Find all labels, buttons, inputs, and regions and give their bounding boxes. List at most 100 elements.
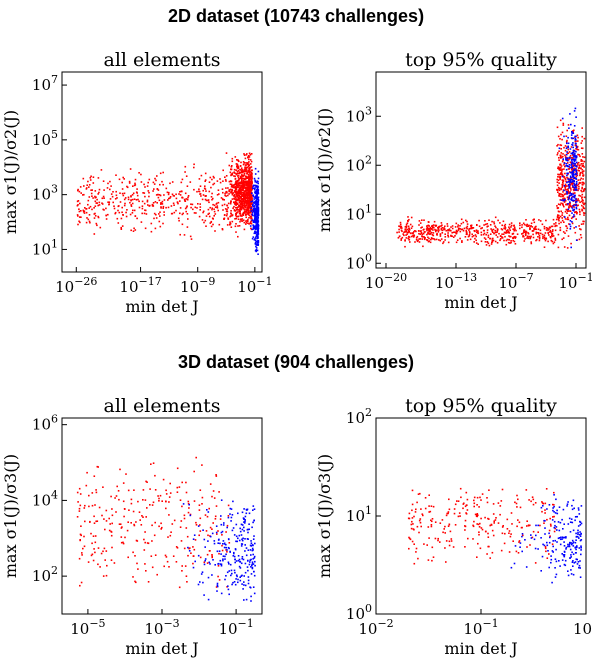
point-red [529, 524, 531, 527]
point-red [488, 518, 490, 520]
point-red [199, 209, 201, 211]
point-blue [227, 561, 230, 564]
point-red [128, 509, 130, 511]
point-red [522, 235, 524, 238]
point-red [147, 181, 149, 184]
point-blue [572, 195, 574, 198]
point-red [218, 193, 220, 195]
point-red [561, 219, 564, 222]
point-red [109, 180, 111, 183]
point-red [226, 224, 229, 226]
point-red [492, 239, 495, 242]
point-red [86, 471, 88, 474]
point-red [241, 204, 244, 206]
point-red [516, 506, 518, 508]
point-blue [567, 172, 569, 175]
point-red [185, 481, 187, 484]
point-red [487, 242, 490, 245]
point-red [130, 205, 133, 207]
point-red [422, 232, 425, 235]
point-red [487, 517, 489, 520]
point-red [471, 235, 474, 238]
point-red [248, 192, 250, 195]
point-blue [211, 574, 213, 576]
point-red [580, 159, 583, 161]
point-red [581, 209, 583, 212]
point-red [571, 195, 574, 198]
y-axis-label: max σ1(J)/σ3(J) [315, 454, 334, 578]
point-blue [235, 523, 238, 526]
point-red [479, 547, 482, 550]
point-red [91, 504, 94, 507]
point-blue [573, 155, 576, 157]
point-blue [564, 198, 566, 201]
point-blue [554, 524, 556, 527]
point-red [583, 188, 586, 190]
point-red [564, 183, 567, 186]
point-red [447, 512, 449, 515]
point-blue [521, 550, 523, 553]
point-red [582, 178, 584, 180]
point-red [558, 176, 561, 178]
point-red [250, 175, 253, 178]
point-red [576, 148, 578, 151]
point-red [448, 498, 450, 501]
x-tick-label: 10−7 [498, 271, 533, 292]
point-red [560, 210, 562, 213]
point-red [437, 231, 440, 233]
point-blue [513, 562, 516, 565]
point-red [175, 209, 177, 212]
point-red [237, 225, 239, 227]
point-red [508, 238, 510, 241]
point-red [89, 221, 91, 224]
point-red [242, 195, 245, 197]
point-blue [228, 593, 230, 596]
point-red [243, 208, 246, 211]
point-red [238, 184, 240, 187]
point-red [430, 525, 433, 528]
point-red [248, 158, 250, 161]
point-red [245, 176, 248, 178]
point-red [562, 183, 564, 185]
point-red [137, 568, 139, 570]
point-red [240, 175, 242, 178]
point-red [83, 507, 86, 509]
point-red [506, 518, 509, 521]
point-red [572, 186, 574, 188]
point-red [407, 237, 409, 240]
point-blue [255, 211, 258, 213]
point-red [583, 220, 585, 223]
point-red [566, 247, 569, 249]
point-red [398, 231, 400, 233]
point-red [539, 229, 542, 232]
point-red [248, 214, 250, 216]
point-red [418, 238, 420, 240]
point-blue [255, 216, 257, 218]
point-red [230, 168, 232, 171]
point-red [494, 519, 497, 521]
point-blue [559, 538, 562, 541]
point-red [451, 225, 454, 227]
point-red [408, 218, 410, 221]
point-red [113, 207, 116, 210]
point-red [401, 230, 403, 233]
x-tick-label: 10−1 [218, 617, 253, 638]
point-red [192, 546, 194, 548]
point-red [491, 231, 494, 233]
point-red [515, 229, 517, 232]
point-red [231, 184, 234, 187]
point-blue [572, 199, 574, 202]
point-red [211, 207, 213, 209]
point-red [566, 210, 569, 212]
point-red [556, 153, 559, 156]
point-red [114, 497, 116, 499]
point-blue [574, 189, 576, 191]
point-red [240, 197, 242, 199]
point-blue [550, 561, 552, 564]
point-blue [565, 190, 568, 193]
point-red [570, 146, 573, 148]
point-blue [563, 162, 566, 164]
point-red [234, 172, 236, 174]
point-red [84, 520, 86, 523]
point-red [411, 225, 414, 228]
